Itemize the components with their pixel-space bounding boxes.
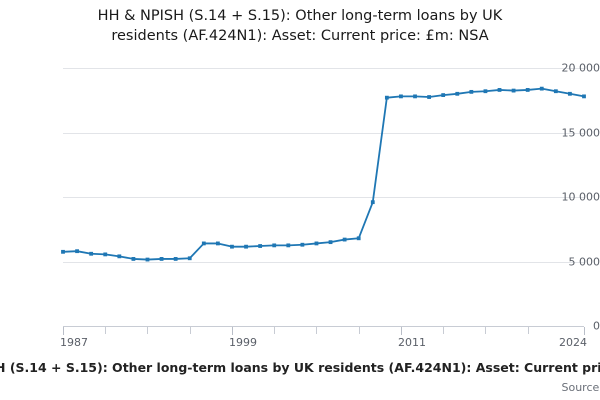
footer-caption: SH (S.14 + S.15): Other long-term loans … [0, 360, 600, 375]
y-tick-label: 15 000 [561, 126, 600, 139]
data-point-marker [300, 242, 305, 247]
data-point-marker [89, 251, 94, 256]
data-point-marker [286, 243, 291, 248]
data-point-marker [103, 252, 108, 257]
data-point-marker [483, 89, 488, 94]
data-point-marker [384, 95, 389, 100]
data-point-marker [131, 257, 136, 261]
data-point-marker [497, 88, 502, 92]
data-point-marker [399, 94, 403, 99]
data-point-marker [201, 241, 206, 246]
data-point-marker [342, 237, 347, 242]
x-tick-minor [359, 327, 360, 334]
data-point-marker [187, 256, 192, 261]
x-tick-major [584, 327, 585, 335]
x-tick-minor [274, 327, 275, 334]
data-point-marker [413, 94, 417, 99]
data-point-marker [314, 241, 319, 246]
y-tick-label: 5 000 [568, 255, 600, 268]
data-point-marker [582, 94, 586, 99]
x-tick-label: 1999 [229, 336, 257, 349]
data-point-marker [173, 257, 178, 261]
x-tick-major [232, 327, 233, 335]
data-point-marker [328, 240, 333, 245]
x-tick-minor [528, 327, 529, 334]
x-tick-major [63, 327, 64, 335]
gridline [63, 132, 584, 134]
data-point-marker [117, 254, 122, 259]
data-point-marker [230, 244, 234, 249]
data-point-marker [441, 93, 446, 97]
data-point-marker [258, 244, 263, 248]
x-tick-minor [443, 327, 444, 334]
x-tick-label: 1987 [60, 336, 88, 349]
data-point-marker [75, 249, 79, 254]
data-point-marker [469, 89, 474, 94]
data-point-marker [145, 257, 150, 262]
gridline [63, 261, 584, 263]
series-plot [61, 86, 586, 262]
x-tick-label: 2011 [398, 336, 426, 349]
data-point-marker [159, 257, 164, 261]
data-point-marker [511, 88, 516, 93]
data-point-marker [525, 88, 530, 92]
y-tick-label: 10 000 [561, 190, 600, 204]
gridline [63, 197, 584, 198]
chart-title: HH & NPISH (S.14 + S.15): Other long-ter… [97, 8, 503, 44]
x-axis-line [63, 326, 584, 327]
data-point-marker [356, 236, 361, 241]
data-point-marker [272, 243, 277, 248]
y-tick-label: 20 000 [561, 61, 600, 75]
plot-area [63, 68, 584, 326]
x-tick-minor [485, 327, 486, 334]
data-point-marker [370, 200, 375, 205]
x-tick-minor [316, 327, 317, 334]
data-point-marker [539, 86, 544, 91]
x-tick-major [401, 327, 402, 335]
series-line [62, 87, 585, 261]
data-point-marker [244, 244, 248, 249]
x-tick-minor [147, 327, 148, 334]
data-point-marker [455, 91, 460, 96]
data-point-marker [61, 249, 65, 254]
x-tick-minor [105, 327, 106, 334]
footer-source-label: Source: [561, 381, 600, 394]
gridline [63, 68, 584, 69]
data-point-marker [568, 91, 572, 96]
x-tick-minor [190, 327, 191, 334]
data-point-marker [553, 89, 558, 94]
series-markers [61, 86, 586, 262]
x-tick-label: 2024 [559, 336, 587, 349]
y-tick-label: 0 [593, 319, 600, 333]
data-point-marker [427, 95, 432, 99]
data-point-marker [215, 241, 220, 246]
